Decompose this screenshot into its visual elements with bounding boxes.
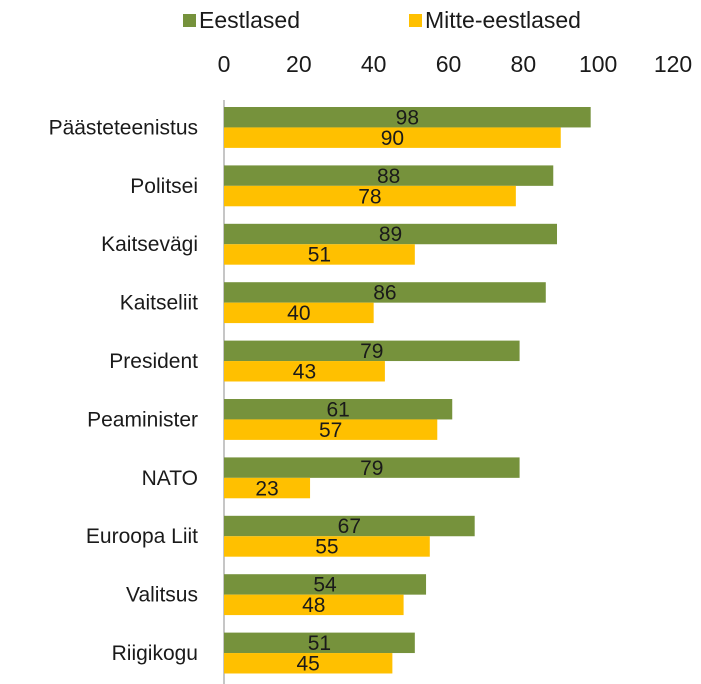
bar-mitte-eestlased-nato	[224, 477, 311, 499]
bar-eestlased-valitsus	[224, 574, 427, 595]
legend-label-eestlased: Eestlased	[199, 7, 300, 33]
bar-mitte-eestlased-riigikogu	[224, 653, 393, 674]
bar-eestlased-paasteteenistus	[224, 107, 591, 128]
data-label-mitte-eestlased-euroopa-liit: 55	[315, 536, 338, 559]
data-label-eestlased-euroopa-liit: 67	[338, 515, 361, 538]
legend-swatch-mitte-eestlased	[409, 14, 422, 27]
category-label-president: President	[109, 350, 198, 373]
category-label-kaitseliit: Kaitseliit	[120, 292, 198, 315]
bar-eestlased-president	[224, 340, 520, 362]
x-tick-label: 80	[511, 51, 537, 77]
legend-swatch-eestlased	[183, 14, 196, 27]
data-label-eestlased-kaitseliit: 86	[373, 282, 396, 305]
x-tick-label: 120	[654, 51, 692, 77]
legend: Eestlased Mitte-eestlased	[183, 7, 581, 33]
bar-eestlased-kaitsevagi	[224, 223, 558, 245]
data-label-eestlased-peaminister: 61	[326, 398, 349, 421]
bar-mitte-eestlased-peaminister	[224, 419, 438, 440]
data-label-mitte-eestlased-nato: 23	[255, 477, 278, 500]
data-label-mitte-eestlased-kaitseliit: 40	[287, 302, 310, 325]
bar-eestlased-kaitseliit	[224, 282, 546, 303]
category-label-nato: NATO	[142, 467, 198, 490]
data-label-eestlased-paasteteenistus: 98	[396, 106, 419, 129]
data-label-mitte-eestlased-president: 43	[293, 360, 316, 383]
category-label-euroopa-liit: Euroopa Liit	[86, 525, 198, 548]
data-label-mitte-eestlased-peaminister: 57	[319, 419, 342, 442]
category-label-riigikogu: Riigikogu	[112, 642, 198, 665]
data-label-eestlased-nato: 79	[360, 457, 383, 480]
category-label-kaitsevagi: Kaitsevägi	[101, 233, 198, 256]
category-label-valitsus: Valitsus	[126, 584, 198, 607]
bar-eestlased-riigikogu	[224, 632, 415, 654]
x-tick-label: 40	[361, 51, 387, 77]
category-labels: Päästeteenistus Politsei Kaitsevägi Kaitsel…	[49, 116, 199, 665]
x-tick-label: 100	[579, 51, 617, 77]
x-tick-label: 0	[218, 51, 231, 77]
bar-mitte-eestlased-euroopa-liit	[224, 536, 430, 557]
data-label-mitte-eestlased-paasteteenistus: 90	[381, 127, 404, 150]
bar-mitte-eestlased-paasteteenistus	[224, 127, 561, 148]
x-tick-label: 60	[436, 51, 462, 77]
bar-mitte-eestlased-politsei	[224, 185, 516, 207]
bar-mitte-eestlased-president	[224, 361, 385, 382]
bar-mitte-eestlased-kaitseliit	[224, 302, 374, 324]
category-label-politsei: Politsei	[130, 175, 198, 198]
category-label-paasteteenistus: Päästeteenistus	[49, 116, 198, 139]
bar-eestlased-euroopa-liit	[224, 515, 475, 537]
data-label-mitte-eestlased-kaitsevagi: 51	[308, 244, 331, 267]
bar-eestlased-nato	[224, 457, 520, 478]
data-label-eestlased-politsei: 88	[377, 165, 400, 188]
data-label-eestlased-valitsus: 54	[313, 574, 337, 597]
bar-eestlased-politsei	[224, 165, 554, 186]
x-axis-ticks: 0 20 40 60 80 100 120	[218, 51, 693, 77]
data-label-mitte-eestlased-riigikogu: 45	[297, 652, 320, 675]
category-label-peaminister: Peaminister	[87, 408, 198, 431]
data-label-mitte-eestlased-valitsus: 48	[302, 594, 325, 617]
bar-mitte-eestlased-kaitsevagi	[224, 244, 415, 265]
legend-label-mitte-eestlased: Mitte-eestlased	[425, 7, 581, 33]
bar-mitte-eestlased-valitsus	[224, 594, 404, 616]
data-label-eestlased-kaitsevagi: 89	[379, 223, 402, 246]
data-label-eestlased-president: 79	[360, 340, 383, 363]
bar-eestlased-peaminister	[224, 399, 453, 420]
data-label-eestlased-riigikogu: 51	[308, 632, 331, 655]
x-tick-label: 20	[286, 51, 312, 77]
data-label-mitte-eestlased-politsei: 78	[358, 185, 381, 208]
